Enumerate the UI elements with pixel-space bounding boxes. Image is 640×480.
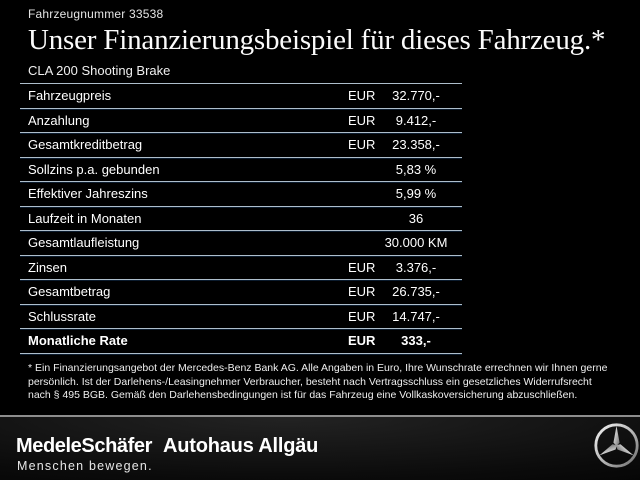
row-label: Monatliche Rate [28, 333, 128, 349]
table-row: Sollzins p.a. gebunden 5,83 % [20, 158, 462, 182]
row-currency: EUR [348, 137, 376, 153]
header: Fahrzeugnummer 33538 Unser Finanzierungs… [28, 7, 620, 78]
row-label: Gesamtkreditbetrag [28, 137, 143, 153]
row-value: 26.735,- [392, 284, 440, 300]
dealer-tagline: Menschen bewegen. [17, 459, 153, 473]
table-row: Gesamtkreditbetrag EUR 23.358,- [20, 133, 462, 158]
table-row: Fahrzeugpreis EUR 32.770,- [20, 84, 462, 109]
row-value: 3.376,- [395, 259, 437, 275]
footer-divider [0, 415, 640, 417]
row-label: Gesamtlaufleistung [28, 235, 140, 251]
row-label: Gesamtbetrag [28, 284, 111, 300]
row-value: 9.412,- [395, 112, 437, 128]
row-currency: EUR [348, 333, 376, 349]
row-currency: EUR [348, 259, 376, 275]
row-value: 333,- [401, 333, 431, 349]
legal-footnote: * Ein Finanzierungsangebot der Mercedes-… [28, 362, 608, 401]
row-label: Effektiver Jahreszins [28, 186, 148, 202]
table-row: Zinsen EUR 3.376,- [20, 256, 462, 280]
page-title: Unser Finanzierungsbeispiel für dieses F… [28, 24, 606, 56]
table-row: Gesamtlaufleistung 30.000 KM [20, 231, 462, 256]
row-value: 23.358,- [392, 137, 440, 153]
table-row: Effektiver Jahreszins 5,99 % [20, 182, 462, 207]
row-currency: EUR [348, 88, 376, 104]
dealer-logo-autohaus-allgaeu: Autohaus Allgäu [163, 435, 319, 457]
row-value: 14.747,- [392, 308, 440, 324]
row-currency: EUR [348, 308, 376, 324]
row-label: Schlussrate [28, 308, 96, 324]
table-row: Anzahlung EUR 9.412,- [20, 109, 462, 133]
footer: MedeleSchäfer Menschen bewegen. Autohaus… [0, 417, 640, 480]
row-label: Sollzins p.a. gebunden [28, 161, 160, 177]
row-value: 30.000 KM [384, 235, 448, 251]
finance-table: Fahrzeugpreis EUR 32.770,- Anzahlung EUR 9… [20, 83, 462, 354]
row-label: Zinsen [28, 259, 68, 275]
row-label: Laufzeit in Monaten [28, 210, 142, 226]
row-currency: EUR [348, 284, 376, 300]
vehicle-number: Fahrzeugnummer 33538 [28, 7, 164, 21]
row-value: 5,99 % [395, 186, 437, 202]
table-row: Laufzeit in Monaten 36 [20, 207, 462, 231]
row-value: 32.770,- [392, 88, 440, 104]
row-value: 36 [408, 210, 424, 226]
dealer-logo-medele-schaefer: MedeleSchäfer [16, 435, 152, 457]
row-value: 5,83 % [395, 161, 437, 177]
mercedes-star-icon [594, 423, 639, 468]
row-label: Fahrzeugpreis [28, 88, 112, 104]
row-currency: EUR [348, 112, 376, 128]
vehicle-model: CLA 200 Shooting Brake [28, 63, 171, 78]
row-label: Anzahlung [28, 112, 90, 128]
table-row-monthly-rate: Monatliche Rate EUR 333,- [20, 329, 462, 354]
table-row: Schlussrate EUR 14.747,- [20, 305, 462, 329]
table-row: Gesamtbetrag EUR 26.735,- [20, 280, 462, 305]
